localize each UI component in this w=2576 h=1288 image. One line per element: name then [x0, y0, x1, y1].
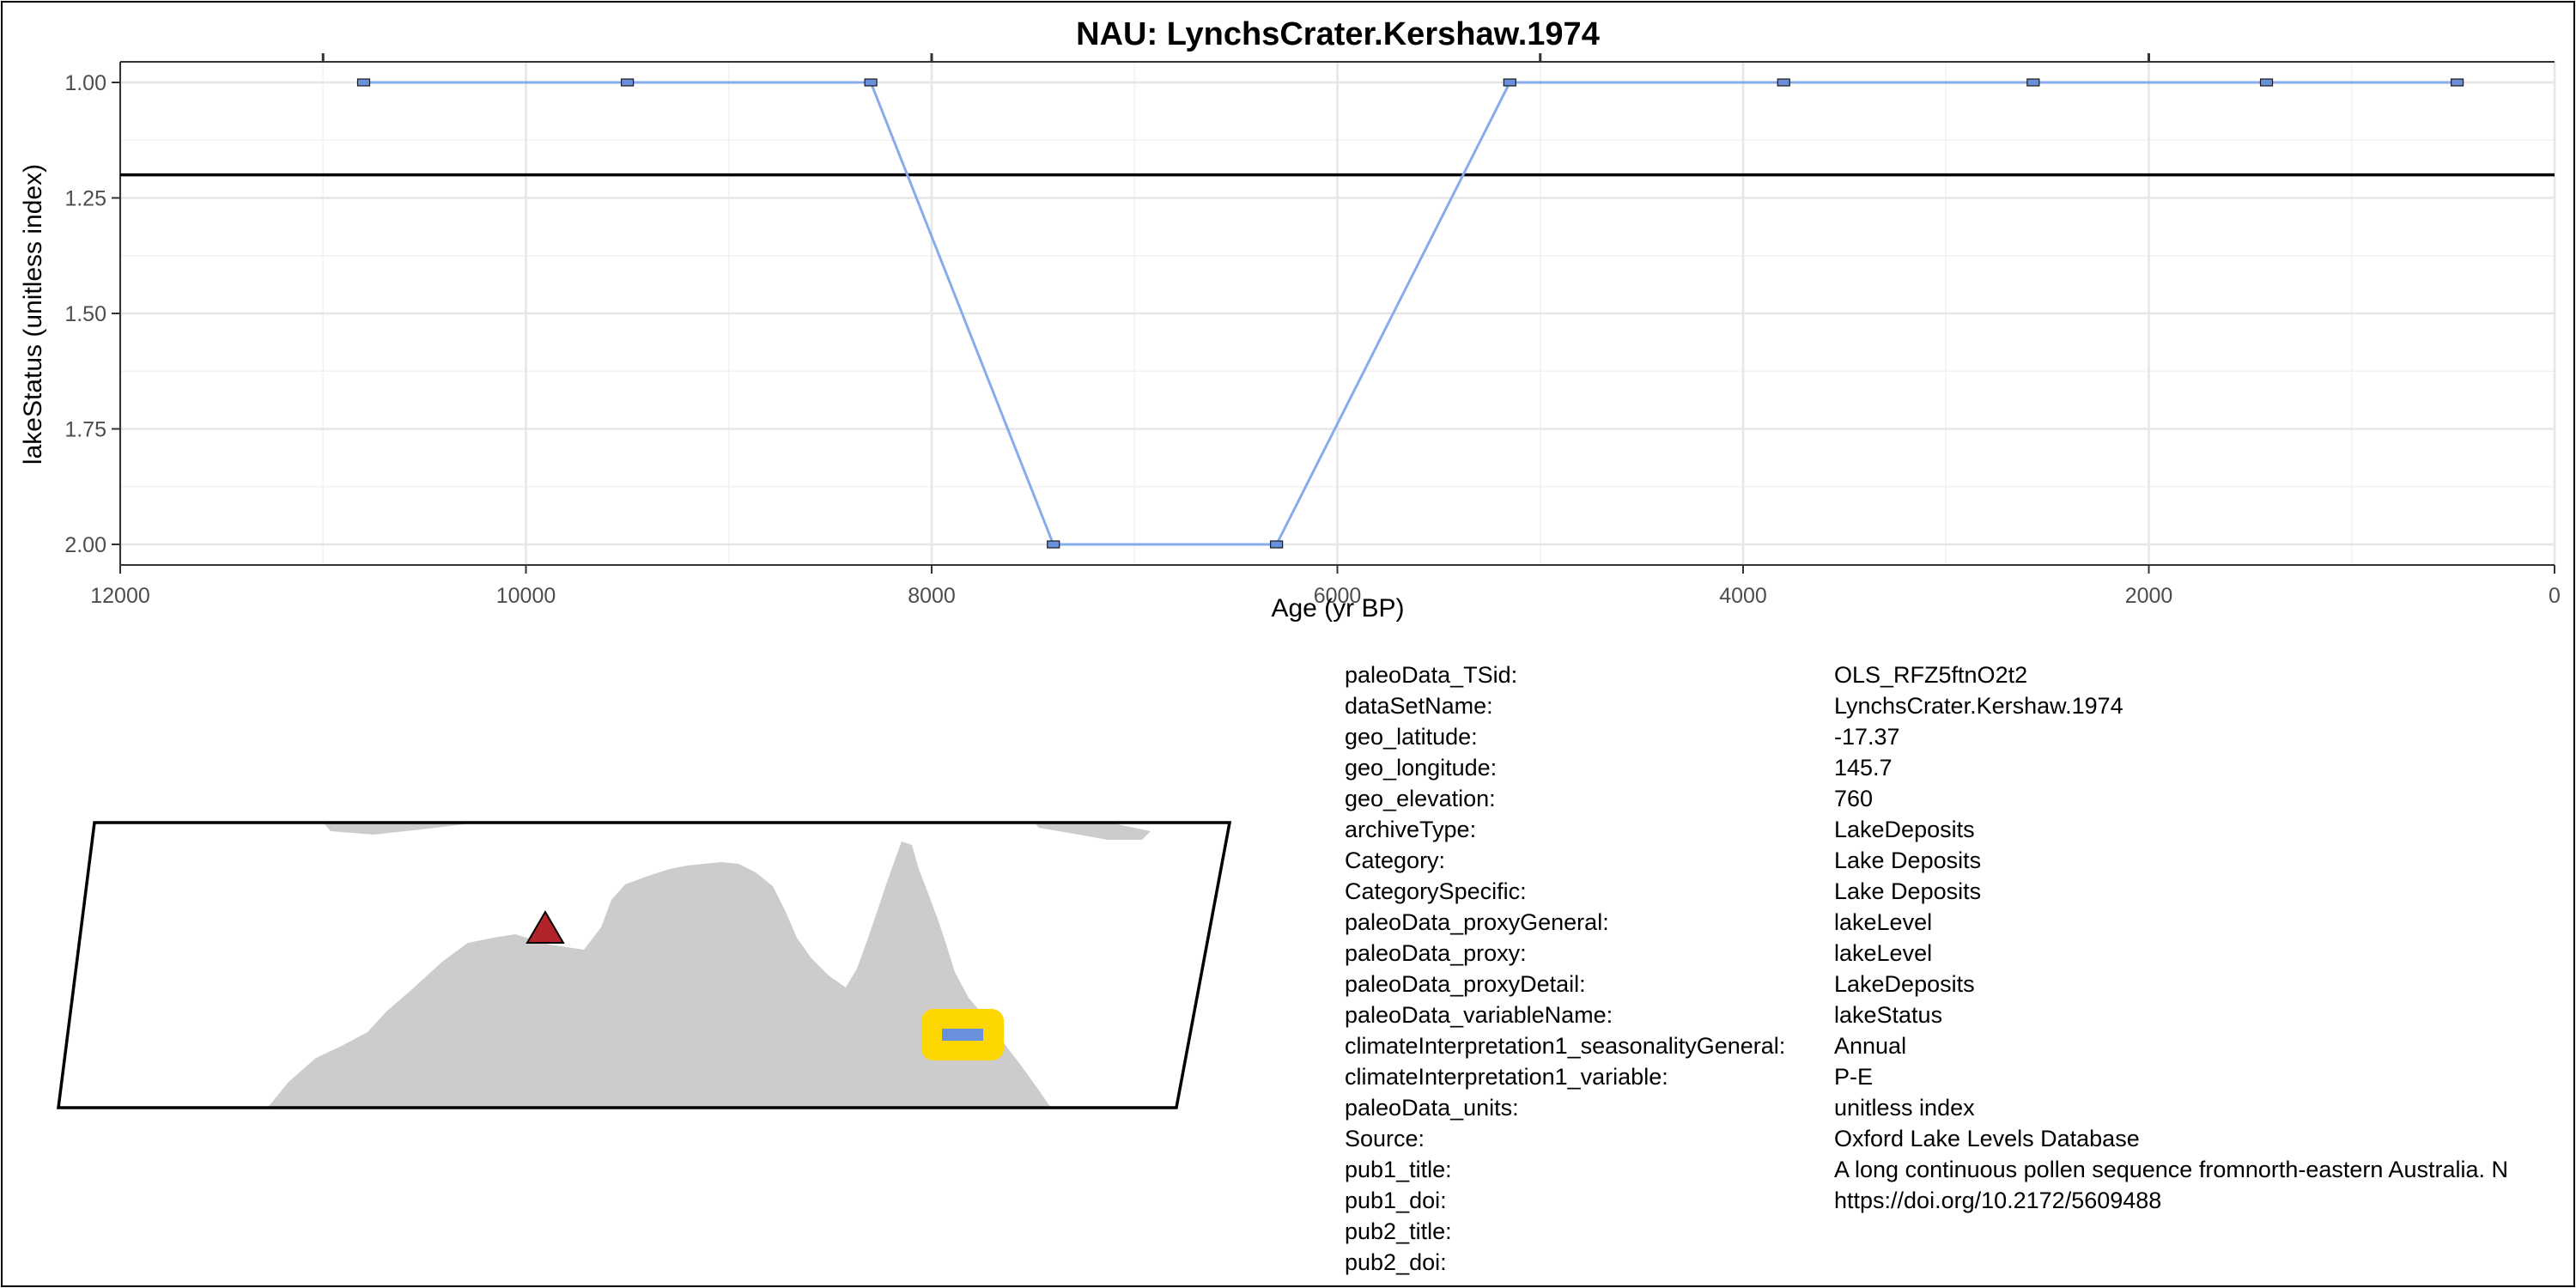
y-axis-title: lakeStatus (unitless index) — [19, 164, 47, 465]
data-point — [621, 78, 635, 87]
metadata-key: dataSetName: — [1345, 693, 1493, 719]
metadata-table: paleoData_TSid: OLS_RFZ5ftnO2t2 dataSetNam… — [1345, 659, 2571, 1281]
data-point — [1777, 78, 1790, 87]
data-point — [864, 78, 878, 87]
metadata-row: paleoData_units: unitless index — [1345, 1092, 2571, 1123]
x-tick-label: 12000 — [90, 584, 150, 608]
series-layer — [120, 78, 2555, 549]
metadata-row: pub2_title: — [1345, 1216, 2571, 1247]
metadata-value: https://doi.org/10.2172/5609488 — [1834, 1188, 2162, 1213]
metadata-key: paleoData_proxyGeneral: — [1345, 909, 1609, 935]
data-point — [1270, 540, 1284, 549]
metadata-row: paleoData_TSid: OLS_RFZ5ftnO2t2 — [1345, 659, 2571, 690]
metadata-row: pub2_doi: — [1345, 1247, 2571, 1278]
metadata-row: paleoData_proxy: lakeLevel — [1345, 938, 2571, 969]
metadata-key: archiveType: — [1345, 817, 1477, 842]
y-tick-label: 1.50 — [64, 302, 106, 326]
data-point — [1047, 540, 1060, 549]
y-tick-label: 1.25 — [64, 187, 106, 211]
metadata-row: pub1_doi: https://doi.org/10.2172/5609488 — [1345, 1185, 2571, 1216]
x-tick-label: 10000 — [496, 584, 556, 608]
land-shape-australia — [253, 841, 1065, 1108]
metadata-row: geo_latitude: -17.37 — [1345, 721, 2571, 752]
metadata-row: climateInterpretation1_seasonalityGenera… — [1345, 1030, 2571, 1061]
site-map — [57, 821, 1232, 1109]
metadata-row: pub1_title: A long continuous pollen sequ… — [1345, 1154, 2571, 1185]
metadata-row: Source: Oxford Lake Levels Database — [1345, 1123, 2571, 1154]
metadata-row: paleoData_variableName: lakeStatus — [1345, 999, 2571, 1030]
grid-layer — [118, 62, 2556, 565]
metadata-value: A long continuous pollen sequence fromno… — [1834, 1157, 2508, 1182]
data-point — [1503, 78, 1516, 87]
time-series-chart: NAU: LynchsCrater.Kershaw.1974 12000 1000… — [19, 16, 2561, 623]
metadata-row: paleoData_proxyGeneral: lakeLevel — [1345, 907, 2571, 938]
metadata-value: Annual — [1834, 1033, 1907, 1059]
metadata-value: 760 — [1834, 786, 1874, 811]
x-tick-label: 8000 — [908, 584, 956, 608]
metadata-value: OLS_RFZ5ftnO2t2 — [1834, 662, 2028, 688]
metadata-key: pub2_doi: — [1345, 1249, 1447, 1275]
metadata-key: geo_latitude: — [1345, 724, 1478, 750]
series-line — [363, 81, 2458, 546]
metadata-value: P-E — [1834, 1064, 1874, 1090]
data-marker — [942, 1029, 983, 1041]
metadata-row: climateInterpretation1_variable: P-E — [1345, 1061, 2571, 1092]
metadata-row: dataSetName: LynchsCrater.Kershaw.1974 — [1345, 690, 2571, 721]
metadata-row: paleoData_proxyDetail: LakeDeposits — [1345, 969, 2571, 999]
metadata-value: lakeLevel — [1834, 940, 1933, 966]
data-point — [2259, 78, 2274, 87]
metadata-value: Oxford Lake Levels Database — [1834, 1126, 2140, 1151]
axes-layer: 12000 10000 8000 6000 4000 2000 0 1.00 1.25 1.50 1… — [64, 53, 2561, 608]
data-point — [356, 78, 371, 87]
metadata-key: Source: — [1345, 1126, 1425, 1151]
metadata-key: climateInterpretation1_seasonalityGenera… — [1345, 1033, 1786, 1059]
metadata-value: Lake Deposits — [1834, 878, 1982, 904]
y-tick-label: 1.75 — [64, 418, 106, 442]
metadata-key: paleoData_TSid: — [1345, 662, 1518, 688]
metadata-value: LakeDeposits — [1834, 817, 1975, 842]
metadata-value: LakeDeposits — [1834, 971, 1975, 997]
metadata-key: pub2_title: — [1345, 1218, 1452, 1244]
metadata-value: -17.37 — [1834, 724, 1900, 750]
metadata-key: climateInterpretation1_variable: — [1345, 1064, 1668, 1090]
metadata-value: Lake Deposits — [1834, 848, 1982, 873]
metadata-row: geo_elevation: 760 — [1345, 783, 2571, 814]
metadata-value: lakeLevel — [1834, 909, 1933, 935]
metadata-key: Category: — [1345, 848, 1446, 873]
metadata-value: 145.7 — [1834, 755, 1893, 781]
metadata-value: LynchsCrater.Kershaw.1974 — [1834, 693, 2123, 719]
land-shape-island — [1024, 823, 1151, 840]
metadata-key: paleoData_variableName: — [1345, 1002, 1613, 1028]
metadata-key: paleoData_proxy: — [1345, 940, 1527, 966]
metadata-row: geo_longitude: 145.7 — [1345, 752, 2571, 783]
metadata-key: pub1_title: — [1345, 1157, 1452, 1182]
y-tick-label: 1.00 — [64, 71, 106, 95]
metadata-row: archiveType: LakeDeposits — [1345, 814, 2571, 845]
metadata-row: CategorySpecific: Lake Deposits — [1345, 876, 2571, 907]
metadata-key: paleoData_proxyDetail: — [1345, 971, 1586, 997]
metadata-value: unitless index — [1834, 1095, 1975, 1121]
x-tick-label: 6000 — [1314, 584, 1362, 608]
data-point — [2026, 78, 2040, 87]
metadata-key: paleoData_units: — [1345, 1095, 1519, 1121]
metadata-key: CategorySpecific: — [1345, 878, 1527, 904]
metadata-row: Category: Lake Deposits — [1345, 845, 2571, 876]
data-point — [2451, 78, 2464, 87]
x-axis-title: Age (yr BP) — [1271, 594, 1404, 623]
map-border — [57, 821, 1232, 1109]
metadata-key: pub1_doi: — [1345, 1188, 1447, 1213]
x-tick-label: 0 — [2549, 584, 2561, 608]
y-tick-label: 2.00 — [64, 533, 106, 557]
metadata-value: lakeStatus — [1834, 1002, 1943, 1028]
chart-title: NAU: LynchsCrater.Kershaw.1974 — [1076, 16, 1600, 52]
metadata-key: geo_longitude: — [1345, 755, 1498, 781]
x-tick-label: 4000 — [1719, 584, 1767, 608]
land-shape-island — [318, 823, 472, 835]
x-tick-label: 2000 — [2125, 584, 2173, 608]
site-marker — [526, 910, 565, 944]
metadata-key: geo_elevation: — [1345, 786, 1496, 811]
